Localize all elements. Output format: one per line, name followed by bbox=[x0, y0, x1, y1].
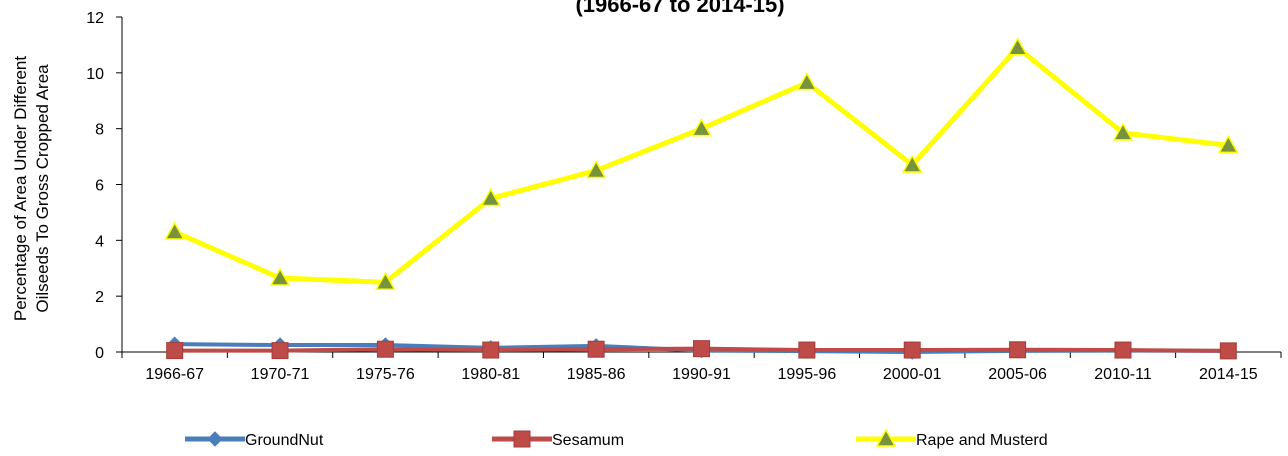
y-tick-label: 10 bbox=[86, 66, 104, 83]
chart-title: (1966-67 to 2014-15) bbox=[575, 0, 784, 17]
data-point bbox=[1218, 134, 1239, 154]
y-tick-label: 2 bbox=[95, 289, 104, 306]
legend-label: Rape and Musterd bbox=[916, 432, 1048, 449]
y-axis-title-line: Percentage of Area Under Different bbox=[11, 56, 30, 322]
y-tick-label: 4 bbox=[95, 233, 104, 250]
x-tick-label: 1966-67 bbox=[145, 366, 204, 383]
data-point bbox=[1112, 122, 1134, 141]
data-point bbox=[1009, 341, 1027, 359]
x-tick-label: 1990-91 bbox=[672, 366, 731, 383]
series-line bbox=[173, 45, 1229, 285]
data-point bbox=[376, 340, 394, 358]
y-tick-label: 6 bbox=[95, 178, 104, 195]
y-tick-label: 12 bbox=[86, 10, 104, 27]
x-ticks: 1966-67 1970-71 1975-76 1980-81 1985-86 1990-… bbox=[121, 352, 1282, 383]
x-tick-label: 2010-11 bbox=[1094, 366, 1152, 383]
data-point bbox=[901, 154, 923, 173]
legend-item: Rape and Musterd bbox=[856, 428, 1048, 449]
x-tick-label: 1985-86 bbox=[567, 366, 626, 383]
x-tick-label: 2014-15 bbox=[1199, 366, 1258, 383]
data-point bbox=[1007, 37, 1028, 56]
data-point bbox=[693, 340, 710, 358]
data-point bbox=[480, 187, 502, 207]
x-tick-label: 2005-06 bbox=[988, 366, 1047, 383]
data-point bbox=[375, 271, 396, 290]
legend-item: GroundNut bbox=[185, 431, 324, 449]
y-axis-title-line: Oilseeds To Gross Cropped Area bbox=[33, 64, 52, 313]
y-tick-label: 0 bbox=[95, 345, 104, 362]
legend-item: Sesamum bbox=[492, 430, 624, 449]
x-tick-label: 1980-81 bbox=[461, 366, 520, 383]
data-point bbox=[271, 342, 289, 360]
x-tick-label: 2000-01 bbox=[883, 366, 942, 383]
x-tick-label: 1995-96 bbox=[778, 366, 837, 383]
data-point bbox=[796, 72, 818, 91]
legend-label: GroundNut bbox=[245, 432, 324, 449]
y-tick-label: 8 bbox=[95, 122, 104, 139]
data-point bbox=[164, 221, 185, 240]
data-point bbox=[587, 340, 605, 358]
series-sesamum bbox=[166, 340, 1237, 360]
legend-marker bbox=[207, 431, 223, 447]
data-point bbox=[1219, 342, 1237, 360]
data-point bbox=[903, 341, 921, 359]
series-rape-and-musterd bbox=[164, 37, 1239, 290]
data-point bbox=[691, 118, 712, 137]
legend-marker bbox=[875, 428, 897, 447]
legend-marker bbox=[513, 430, 531, 448]
y-ticks: 0 2 4 6 8 10 12 bbox=[86, 10, 122, 362]
axes bbox=[121, 17, 1281, 353]
data-point bbox=[166, 342, 184, 360]
legend-label: Sesamum bbox=[552, 432, 624, 449]
data-point bbox=[798, 341, 816, 359]
y-axis-title: Percentage of Area Under Different Oilsee… bbox=[11, 56, 52, 322]
series-layer bbox=[164, 37, 1239, 360]
x-tick-label: 1975-76 bbox=[356, 366, 415, 383]
x-tick-label: 1970-71 bbox=[251, 366, 310, 383]
legend: GroundNut Sesamum Rape and Musterd bbox=[185, 428, 1048, 449]
data-point bbox=[1114, 341, 1132, 359]
data-point bbox=[482, 341, 500, 359]
data-point bbox=[269, 267, 291, 286]
data-point bbox=[585, 160, 607, 179]
